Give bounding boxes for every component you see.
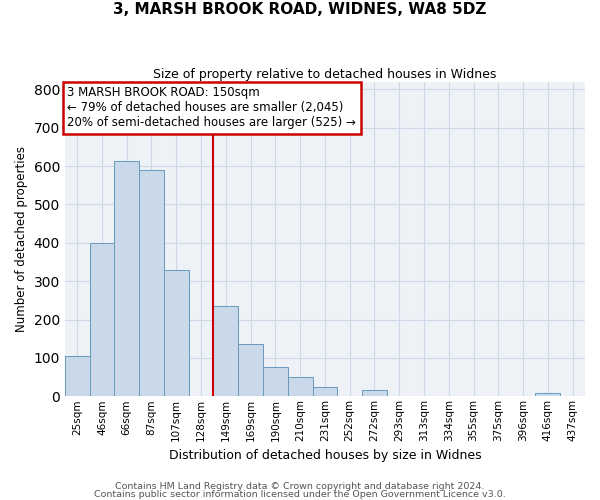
Bar <box>214 306 238 396</box>
Bar <box>288 377 313 396</box>
Bar <box>164 270 188 396</box>
Text: Contains public sector information licensed under the Open Government Licence v3: Contains public sector information licen… <box>94 490 506 499</box>
Bar <box>238 344 263 397</box>
X-axis label: Distribution of detached houses by size in Widnes: Distribution of detached houses by size … <box>169 450 481 462</box>
Y-axis label: Number of detached properties: Number of detached properties <box>15 146 28 332</box>
Text: 3 MARSH BROOK ROAD: 150sqm
← 79% of detached houses are smaller (2,045)
20% of s: 3 MARSH BROOK ROAD: 150sqm ← 79% of deta… <box>67 86 356 130</box>
Bar <box>313 386 337 396</box>
Bar <box>115 160 139 396</box>
Text: 3, MARSH BROOK ROAD, WIDNES, WA8 5DZ: 3, MARSH BROOK ROAD, WIDNES, WA8 5DZ <box>113 2 487 18</box>
Title: Size of property relative to detached houses in Widnes: Size of property relative to detached ho… <box>153 68 497 80</box>
Bar <box>263 367 288 396</box>
Bar <box>535 393 560 396</box>
Text: Contains HM Land Registry data © Crown copyright and database right 2024.: Contains HM Land Registry data © Crown c… <box>115 482 485 491</box>
Bar <box>65 356 89 397</box>
Bar <box>139 170 164 396</box>
Bar <box>89 243 115 396</box>
Bar <box>362 390 387 396</box>
